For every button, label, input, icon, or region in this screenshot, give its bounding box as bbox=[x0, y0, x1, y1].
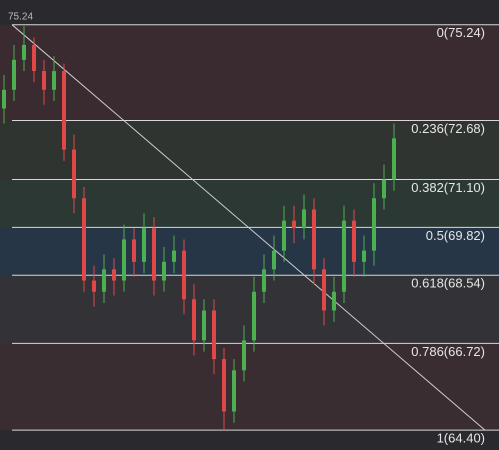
candle-body bbox=[122, 239, 126, 281]
level-label: 0.382(71.10) bbox=[411, 180, 485, 195]
candle-body bbox=[382, 179, 386, 199]
candle-body bbox=[72, 149, 76, 199]
candle-body bbox=[342, 220, 346, 292]
candle-body bbox=[12, 59, 16, 90]
level-label: 0.5(69.82) bbox=[426, 228, 485, 243]
candle-body bbox=[252, 291, 256, 341]
corner-label: 75.24 bbox=[8, 12, 33, 23]
candle-body bbox=[332, 291, 336, 311]
candle-body bbox=[192, 299, 196, 341]
candle-body bbox=[372, 198, 376, 251]
candle-body bbox=[302, 209, 306, 229]
candle-body bbox=[212, 310, 216, 360]
level-band bbox=[0, 24, 499, 121]
candle-body bbox=[82, 198, 86, 281]
trend-line bbox=[11, 24, 486, 431]
candle-body bbox=[182, 250, 186, 300]
candle-body bbox=[232, 370, 236, 412]
candle-body bbox=[102, 269, 106, 292]
candle-body bbox=[262, 269, 266, 292]
level-label: 0(75.24) bbox=[437, 25, 485, 40]
level-band bbox=[0, 227, 499, 276]
candle-body bbox=[42, 71, 46, 90]
candle-body bbox=[242, 340, 246, 371]
candle-body bbox=[282, 220, 286, 251]
candle-body bbox=[62, 71, 66, 150]
level-label: 1(64.40) bbox=[437, 431, 485, 446]
candle-body bbox=[112, 269, 116, 281]
candle-body bbox=[312, 209, 316, 270]
candle-body bbox=[352, 220, 356, 262]
candle-body bbox=[92, 280, 96, 292]
level-label: 0.786(66.72) bbox=[411, 344, 485, 359]
candle-body bbox=[52, 71, 56, 90]
level-band bbox=[0, 275, 499, 344]
candle-body bbox=[272, 250, 276, 270]
candle-body bbox=[202, 310, 206, 341]
candle-body bbox=[392, 138, 396, 180]
candle-body bbox=[172, 250, 176, 262]
candle-body bbox=[142, 228, 146, 262]
candle-body bbox=[162, 261, 166, 281]
candle-body bbox=[32, 44, 36, 72]
candle-body bbox=[152, 228, 156, 281]
candle-body bbox=[132, 239, 136, 262]
level-band bbox=[0, 120, 499, 180]
candle-body bbox=[362, 250, 366, 262]
level-label: 0.618(68.54) bbox=[411, 276, 485, 291]
candle-body bbox=[2, 89, 6, 109]
candle-body bbox=[222, 359, 226, 412]
level-band bbox=[0, 343, 499, 431]
candle-body bbox=[322, 269, 326, 311]
level-label: 0.236(72.68) bbox=[411, 121, 485, 136]
candle-body bbox=[22, 44, 26, 60]
candle-body bbox=[292, 220, 296, 229]
